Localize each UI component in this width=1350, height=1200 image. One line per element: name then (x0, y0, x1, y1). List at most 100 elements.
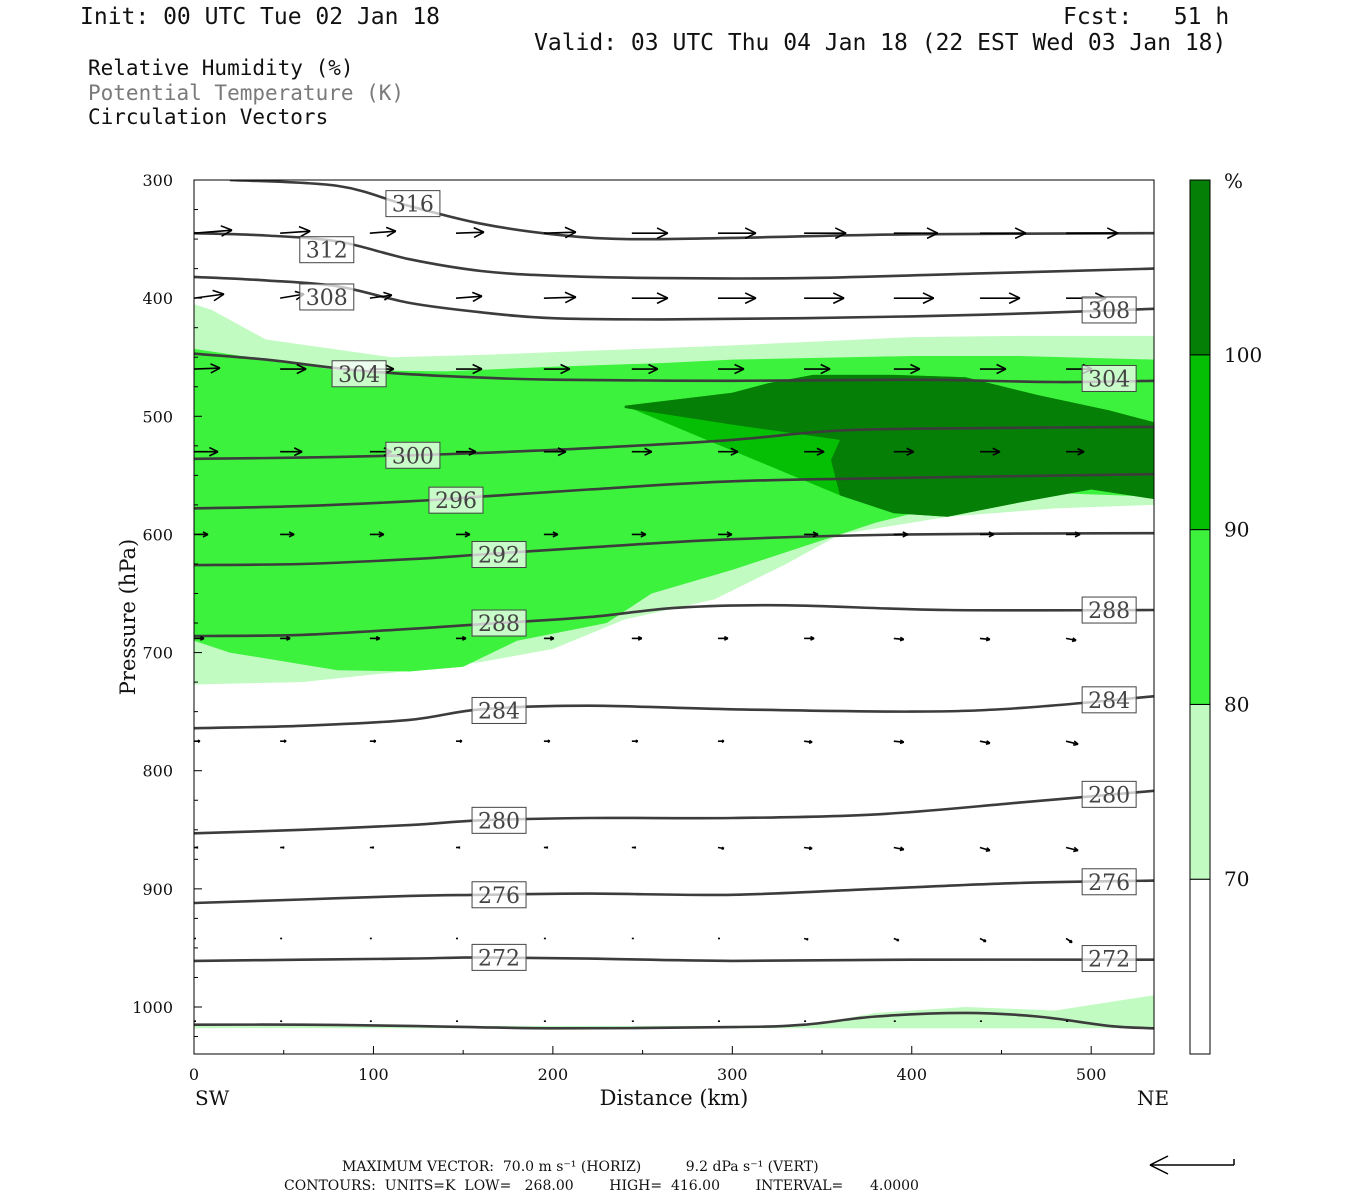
y-tick-label: 300 (142, 171, 173, 190)
circulation-vector (979, 447, 1001, 456)
isentrope-label-box (471, 696, 527, 724)
circulation-vector (631, 292, 669, 305)
isentrope-label: 284 (1088, 689, 1130, 714)
isentrope-label: 276 (478, 884, 520, 909)
circulation-vector (979, 227, 1027, 240)
circulation-vector (893, 447, 915, 456)
circulation-vector (543, 846, 549, 849)
circulation-vector (979, 937, 987, 943)
circulation-vector (455, 846, 461, 849)
x-tick-label: 400 (896, 1065, 927, 1084)
isentrope-label: 308 (306, 286, 348, 311)
rh-region-70-80-0 (194, 995, 1154, 1029)
circulation-vector (979, 636, 991, 642)
footer-contours: CONTOURS: UNITS=K LOW= 268.00 HIGH= 416.… (284, 1178, 919, 1194)
circulation-vector (717, 227, 757, 240)
circulation-vector (455, 739, 463, 743)
circulation-vector (803, 846, 813, 851)
circulation-vector (804, 363, 831, 375)
circulation-vector (1065, 846, 1079, 853)
circulation-vector (803, 937, 809, 941)
y-tick-label: 400 (142, 289, 173, 308)
y-tick-label: 800 (142, 762, 173, 781)
isentrope-label: 304 (1088, 367, 1130, 392)
x-axis-label: Distance (km) (600, 1086, 749, 1110)
isentrope-280 (194, 789, 1154, 835)
isentrope-label-box (471, 541, 527, 569)
y-tick-label: 600 (142, 525, 173, 544)
circulation-vector (979, 363, 1007, 375)
circulation-vector (369, 531, 385, 538)
isentrope-label: 284 (478, 699, 520, 724)
colorbar-segment (1189, 878, 1211, 1055)
field-theta-label: Potential Temperature (K) (88, 81, 405, 105)
isentrope-label: 288 (1088, 599, 1130, 624)
isentrope-label-box (471, 881, 527, 909)
circulation-vector (803, 739, 813, 744)
circulation-vector (717, 363, 745, 375)
circulation-vector (1154, 365, 1180, 374)
isentrope-272 (194, 956, 1154, 963)
isentrope-label: 292 (478, 544, 520, 569)
circulation-vector (194, 225, 233, 237)
circulation-vector (804, 531, 819, 538)
circulation-vector (979, 292, 1021, 305)
circulation-vector (717, 531, 733, 538)
isentrope-label: 304 (338, 363, 380, 388)
rh-region-100-4 (624, 374, 1154, 517)
circulation-vector (979, 531, 995, 538)
isentrope-label-box (1081, 364, 1137, 392)
isentrope-304 (194, 352, 1154, 384)
circulation-vector (280, 846, 285, 849)
circulation-vector (543, 531, 559, 538)
circulation-vector (804, 227, 847, 240)
circulation-vector (1153, 938, 1154, 940)
circulation-vector (369, 226, 397, 238)
circulation-vector (455, 226, 485, 239)
forecast-hour: Fcst: 51 h (1063, 4, 1230, 30)
circulation-vector (893, 937, 900, 942)
circulation-vector (804, 635, 815, 641)
isentrope-label-box (1081, 868, 1137, 896)
isentrope-label: 312 (306, 239, 348, 264)
x-end-label-ne: NE (1137, 1086, 1169, 1110)
circulation-vector (455, 363, 483, 375)
colorbar-level-label: 80 (1224, 692, 1249, 716)
circulation-vector (1153, 741, 1154, 743)
isentrope-label-box (1081, 780, 1137, 808)
circulation-vector (1066, 531, 1081, 538)
colorbar-segment (1189, 529, 1211, 705)
circulation-vector (631, 531, 647, 538)
isentrope-label-box (471, 609, 527, 637)
circulation-vector (1066, 227, 1119, 240)
circulation-vector (455, 635, 467, 641)
circulation-vector (455, 447, 477, 456)
x-tick-label: 300 (717, 1065, 748, 1084)
x-end-label-sw: SW (195, 1086, 230, 1110)
field-rh-label: Relative Humidity (%) (88, 56, 354, 80)
colorbar-segment (1189, 179, 1211, 356)
circulation-vector (1154, 532, 1168, 537)
circulation-vector (280, 447, 303, 457)
circulation-vector (194, 846, 199, 849)
circulation-vector (194, 363, 221, 374)
isentrope-label: 272 (478, 946, 520, 971)
y-tick-label: 500 (142, 407, 173, 426)
isentrope-label-box (471, 943, 527, 971)
isentrope-label: 316 (392, 193, 434, 218)
circulation-vector (369, 635, 381, 641)
footer-max-vector: MAXIMUM VECTOR: 70.0 m s⁻¹ (HORIZ) 9.2 d… (342, 1159, 819, 1175)
circulation-vector (979, 846, 991, 852)
circulation-vector (804, 447, 825, 456)
isentrope-316 (229, 180, 1154, 241)
isentrope-268 (194, 1011, 1154, 1030)
isentrope-label-box (299, 283, 355, 311)
colorbar-level-label: 100 (1224, 343, 1262, 367)
circulation-vector (280, 363, 307, 375)
circulation-vector (543, 226, 577, 239)
circulation-vector (369, 739, 377, 743)
isentrope-label: 288 (478, 612, 520, 637)
isentrope-label: 296 (435, 489, 477, 514)
circulation-vector (631, 447, 653, 456)
